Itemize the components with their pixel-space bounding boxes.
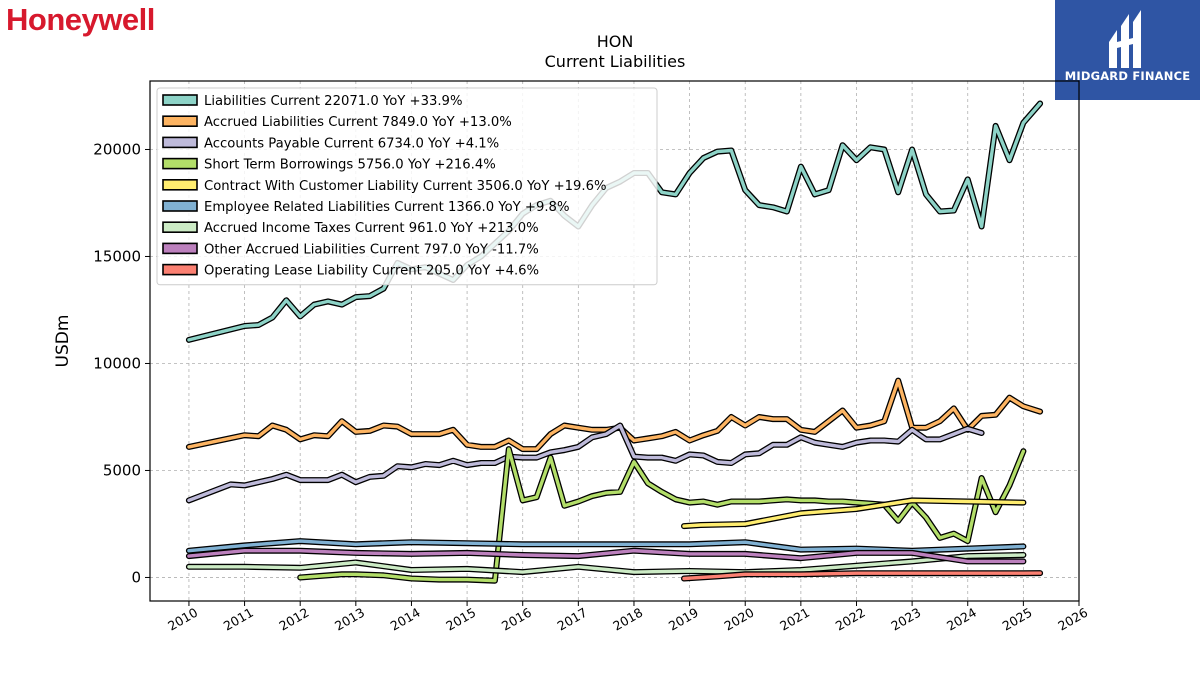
x-tick-label: 2011 [221,605,256,634]
series-line [187,549,1026,564]
x-tick-label: 2026 [1055,605,1090,634]
series-outline [185,377,1044,453]
series-line [682,571,1042,581]
legend-label: Employee Related Liabilities Current 136… [204,200,569,215]
legend-label: Operating Lease Liability Current 205.0 … [204,264,539,279]
x-tick-label: 2023 [888,605,923,634]
legend-label: Short Term Borrowings 5756.0 YoY +216.4% [204,158,496,173]
x-tick-label: 2016 [499,605,534,634]
y-tick-label: 5000 [103,461,141,479]
series-line [298,447,1026,583]
plot-frame [149,80,1080,602]
x-tick-label: 2019 [666,605,701,634]
x-tick-label: 2022 [833,605,868,634]
series-line [187,378,1042,451]
chart-subtitle: Current Liabilities [544,52,686,71]
legend-box [156,87,658,286]
legend-swatch [162,263,198,276]
legend-label: Other Accrued Liabilities Current 797.0 … [204,242,539,257]
midgard-finance-logo: MIDGARD FINANCE [1055,0,1200,100]
x-axis: 2010 2011 2012 2013 2014 2015 2016 2017 2018 2019… [165,601,1090,634]
legend-swatch [162,221,198,233]
legend-label: Contract With Customer Liability Current… [204,179,607,194]
legend: Liabilities Current 22071.0 YoY +33.9% Ac… [156,87,658,286]
legend-swatch [162,179,198,191]
y-axis: 0 5000 10000 15000 20000 [93,140,150,586]
x-tick-label: 2018 [610,605,645,634]
legend-label: Accounts Payable Current 6734.0 YoY +4.1… [204,136,499,151]
y-tick-label: 15000 [93,247,141,265]
y-tick-label: 20000 [93,140,141,158]
y-tick-label: 10000 [93,354,141,372]
series-line [682,498,1026,528]
honeywell-logo: Honeywell [6,2,155,37]
series-line [187,423,984,503]
series-line [187,539,1026,553]
x-tick-label: 2020 [721,605,756,634]
chart-title: HON [596,32,634,51]
legend-swatch [162,136,198,149]
x-tick-label: 2014 [388,605,423,634]
legend-label: Accrued Income Taxes Current 961.0 YoY +… [204,221,539,236]
legend-swatch [162,242,198,255]
series-line [187,553,1026,574]
x-tick-label: 2010 [165,605,200,634]
midgard-mark-icon [1109,10,1141,68]
x-tick-label: 2012 [276,605,311,634]
y-axis-label: USDm [53,315,73,368]
legend-swatch [162,115,198,127]
x-tick-label: 2017 [555,605,590,634]
x-tick-label: 2013 [332,605,367,634]
midgard-finance-label: MIDGARD FINANCE [1064,69,1191,83]
y-tick-label: 0 [131,568,141,586]
x-tick-label: 2015 [443,605,478,634]
x-tick-label: 2024 [944,605,979,634]
legend-label: Liabilities Current 22071.0 YoY +33.9% [204,94,462,109]
x-tick-label: 2025 [1000,605,1035,634]
legend-swatch [162,94,198,106]
legend-swatch [162,200,198,212]
legend-swatch [162,157,198,170]
x-tick-label: 2021 [777,605,812,634]
legend-label: Accrued Liabilities Current 7849.0 YoY +… [204,115,512,130]
